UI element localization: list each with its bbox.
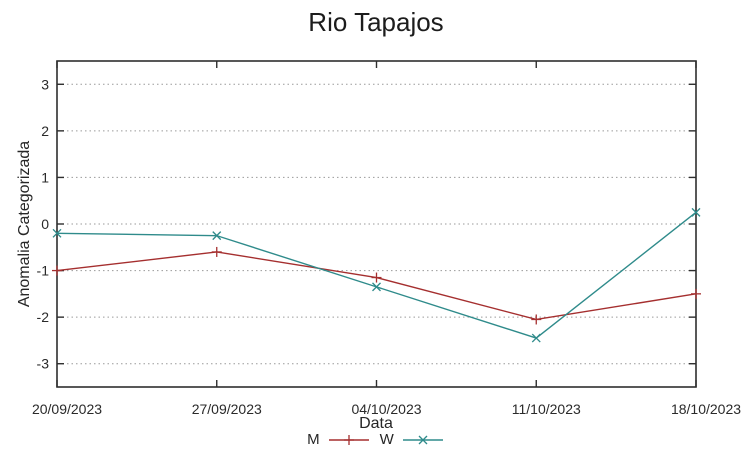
y-tick-label: 2 xyxy=(41,123,49,139)
cross-marker-icon xyxy=(531,333,541,343)
cross-marker-icon xyxy=(372,282,381,292)
legend-swatch-w-line-icon xyxy=(402,435,443,445)
y-tick-label: 3 xyxy=(41,76,49,92)
y-tick-label: -2 xyxy=(37,309,50,325)
y-tick-label: 1 xyxy=(41,169,49,185)
series-line-m xyxy=(56,251,697,321)
chart-title: Rio Tapajos xyxy=(308,7,444,37)
x-tick-label: 18/10/2023 xyxy=(671,401,741,417)
legend: M W xyxy=(0,432,752,448)
cross-marker-icon xyxy=(212,231,222,241)
x-tick-label: 11/10/2023 xyxy=(512,401,581,417)
legend-label-m: M xyxy=(307,431,320,448)
y-tick-label: -3 xyxy=(37,356,50,372)
legend-label-w: W xyxy=(379,431,394,448)
y-tick-label: -1 xyxy=(37,263,50,279)
cross-marker-icon xyxy=(52,228,62,238)
x-axis-label: Data xyxy=(359,415,393,432)
x-tick-label: 20/09/2023 xyxy=(32,401,102,417)
x-tick-label: 04/10/2023 xyxy=(351,401,421,417)
legend-item-m: M xyxy=(307,432,371,448)
legend-swatch-m-line-icon xyxy=(328,435,369,445)
legend-line-sample xyxy=(418,435,428,445)
x-tick-label: 27/09/2023 xyxy=(192,401,262,417)
cross-marker-icon xyxy=(691,207,701,217)
y-tick-label: 0 xyxy=(41,216,49,232)
legend-item-w: W xyxy=(380,432,445,448)
